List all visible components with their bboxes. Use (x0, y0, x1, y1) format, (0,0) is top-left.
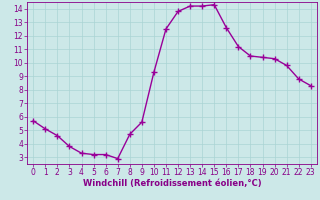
X-axis label: Windchill (Refroidissement éolien,°C): Windchill (Refroidissement éolien,°C) (83, 179, 261, 188)
